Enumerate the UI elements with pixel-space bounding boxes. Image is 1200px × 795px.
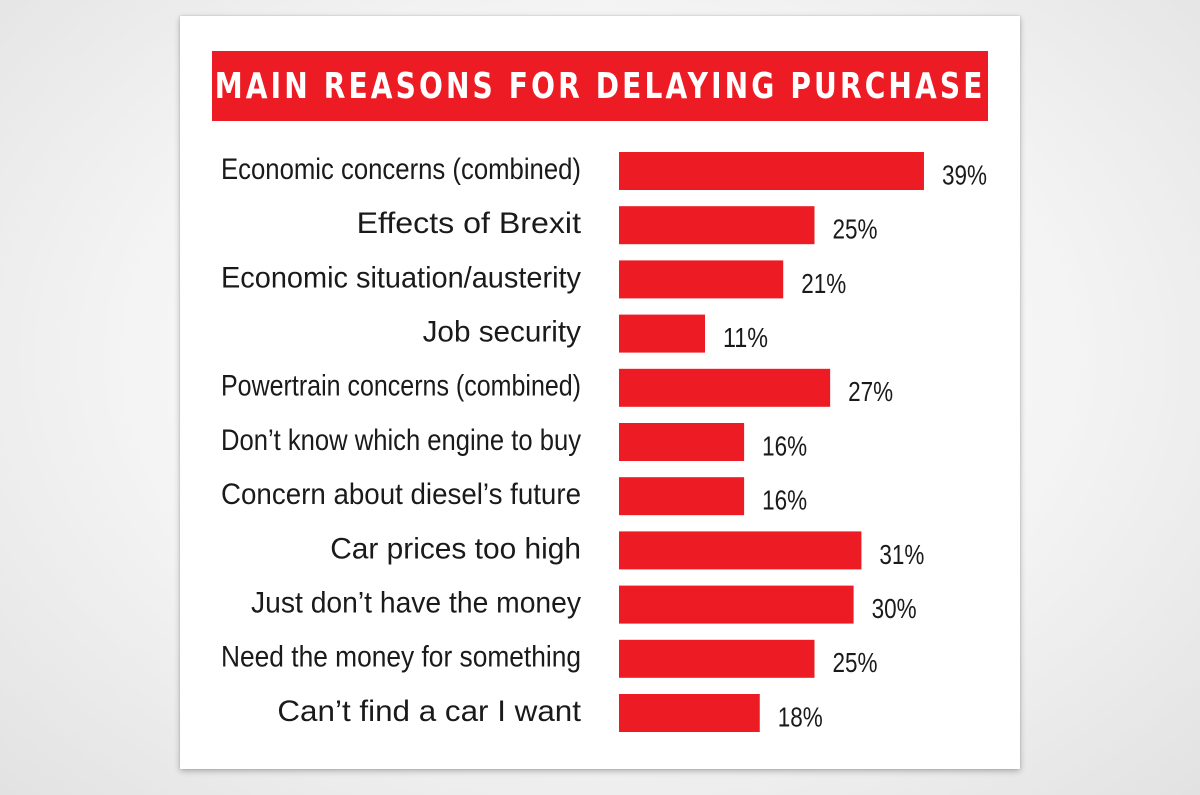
value-label-can-t-find-a-car-i-want: 18% <box>778 701 823 732</box>
category-label-just-don-t-have-the-money: Just don’t have the money <box>251 587 581 620</box>
category-label-don-t-know-which-engine-to-buy: Don’t know which engine to buy <box>221 424 581 457</box>
category-label-economic-concerns-combined: Economic concerns (combined) <box>221 153 581 186</box>
category-label-economic-situation-austerity: Economic situation/austerity <box>221 261 581 294</box>
bar-can-t-find-a-car-i-want <box>619 694 760 732</box>
category-label-concern-about-diesel-s-future: Concern about diesel’s future <box>221 478 581 511</box>
value-label-car-prices-too-high: 31% <box>879 539 924 570</box>
bar-need-the-money-for-something <box>619 639 815 678</box>
category-label-effects-of-brexit: Effects of Brexit <box>357 207 582 240</box>
bar-just-don-t-have-the-money <box>619 585 854 624</box>
category-label-powertrain-concerns-combined: Powertrain concerns (combined) <box>221 370 581 403</box>
bar-concern-about-diesel-s-future <box>619 477 745 516</box>
bar-powertrain-concerns-combined <box>619 368 831 407</box>
category-label-need-the-money-for-something: Need the money for something <box>221 641 581 674</box>
chart-title: MAIN REASONS FOR DELAYING PURCHASE <box>214 65 986 107</box>
bar-don-t-know-which-engine-to-buy <box>619 423 745 461</box>
value-label-job-security: 11% <box>723 322 768 353</box>
category-label-car-prices-too-high: Car prices too high <box>330 532 581 565</box>
bar-effects-of-brexit <box>619 206 815 245</box>
value-label-concern-about-diesel-s-future: 16% <box>762 485 807 516</box>
value-label-economic-situation-austerity: 21% <box>801 268 846 299</box>
bar-job-security <box>619 314 706 353</box>
value-label-effects-of-brexit: 25% <box>833 214 878 245</box>
bar-car-prices-too-high <box>619 531 862 570</box>
chart-card: MAIN REASONS FOR DELAYING PURCHASE <box>180 16 1020 769</box>
title-banner: MAIN REASONS FOR DELAYING PURCHASE <box>212 51 988 121</box>
value-label-don-t-know-which-engine-to-buy: 16% <box>762 430 807 461</box>
value-label-just-don-t-have-the-money: 30% <box>872 593 917 624</box>
bar-economic-concerns-combined <box>619 152 924 190</box>
value-label-powertrain-concerns-combined: 27% <box>848 376 893 407</box>
category-label-can-t-find-a-car-i-want: Can’t find a car I want <box>277 695 581 728</box>
value-label-economic-concerns-combined: 39% <box>942 159 987 190</box>
bar-economic-situation-austerity <box>619 260 784 299</box>
value-label-need-the-money-for-something: 25% <box>833 647 878 678</box>
category-label-job-security: Job security <box>423 316 581 349</box>
